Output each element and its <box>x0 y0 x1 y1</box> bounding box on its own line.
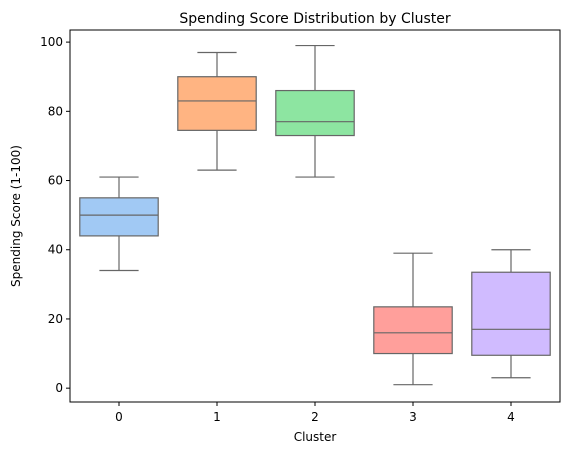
x-tick-label: 0 <box>115 410 123 424</box>
x-tick-label: 3 <box>409 410 417 424</box>
chart-title: Spending Score Distribution by Cluster <box>179 11 451 27</box>
y-tick-label: 100 <box>40 35 63 49</box>
box-cluster-3 <box>373 252 453 386</box>
y-tick-label: 40 <box>48 243 63 257</box>
x-tick-label: 1 <box>213 410 221 424</box>
y-tick-label: 60 <box>48 174 63 188</box>
iqr-box <box>373 306 453 355</box>
y-tick-label: 20 <box>48 312 63 326</box>
y-axis: 0 20 40 60 80 100 <box>40 35 70 395</box>
x-axis-label: Cluster <box>294 430 337 444</box>
x-axis: 0 1 2 3 4 <box>115 402 515 424</box>
box-cluster-1 <box>177 51 257 171</box>
y-axis-label: Spending Score (1-100) <box>9 145 23 287</box>
iqr-box <box>79 197 159 237</box>
iqr-box <box>471 271 551 356</box>
box-cluster-0 <box>79 176 159 272</box>
box-cluster-2 <box>275 44 355 178</box>
plot-frame <box>69 29 561 403</box>
box-cluster-4 <box>471 249 551 379</box>
x-tick-label: 2 <box>311 410 319 424</box>
y-tick-label: 0 <box>55 381 63 395</box>
plot-area <box>79 44 551 386</box>
x-tick-label: 4 <box>507 410 515 424</box>
iqr-box <box>275 89 355 137</box>
y-tick-label: 80 <box>48 104 63 118</box>
iqr-box <box>177 76 257 131</box>
